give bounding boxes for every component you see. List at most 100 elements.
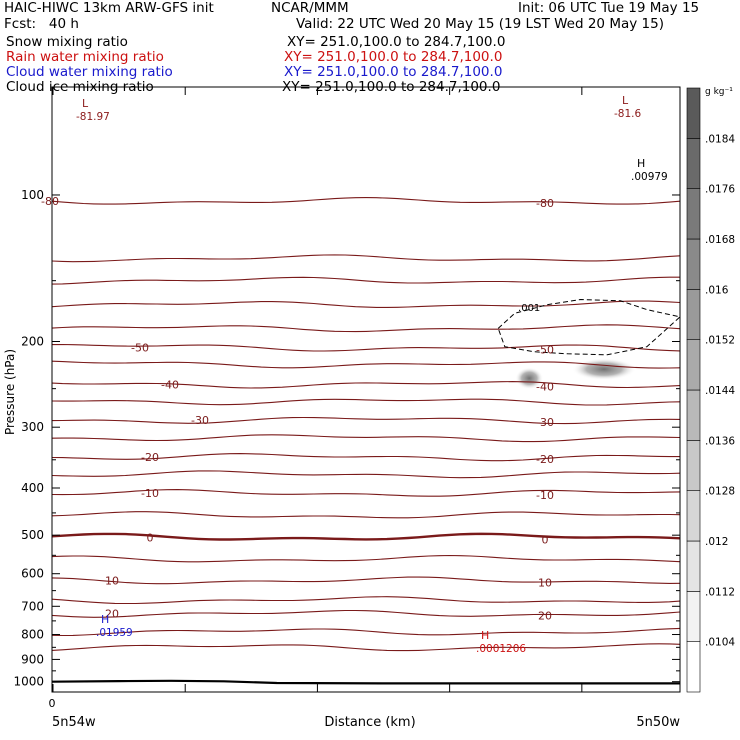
- contour-label: -10: [141, 487, 159, 500]
- contour--20: [51, 453, 680, 462]
- colorbar-tick-label: .0168: [705, 234, 735, 246]
- contour--40: [51, 381, 681, 389]
- contour--55: [51, 324, 681, 333]
- terrain-path: [51, 679, 680, 685]
- colorbar-swatch: [686, 289, 701, 340]
- contour-10: [51, 576, 681, 585]
- init-time: Init: 06 UTC Tue 19 May 15: [518, 0, 700, 16]
- colorbar-tick-label: .0136: [705, 435, 735, 447]
- contour-label: -20: [141, 451, 159, 464]
- colorbar-swatch: [686, 138, 701, 189]
- y-tick-label: 900: [21, 652, 44, 666]
- contour-label: -30: [191, 414, 209, 427]
- contour--35: [51, 398, 681, 406]
- colorbar-swatch: [686, 540, 701, 592]
- plot-frame: [51, 86, 681, 693]
- legend-snow-xy: XY= 251.0,100.0 to 284.7,100.0: [287, 34, 506, 50]
- y-tick-label: 800: [21, 628, 44, 642]
- colorbar-tick-label: .0152: [705, 335, 735, 347]
- contour-label: -20: [536, 453, 554, 466]
- contour--60: [51, 300, 681, 308]
- extremum-value: .00979: [631, 171, 668, 183]
- contour-label: -50: [536, 344, 554, 357]
- contour-label: -80: [41, 195, 59, 208]
- colorbar-tick-label: .016: [705, 284, 729, 296]
- contour-label: -80: [536, 197, 554, 210]
- colorbar-swatch: [686, 389, 701, 441]
- x-axis: 0: [49, 87, 583, 710]
- contour-label: 10: [538, 577, 552, 590]
- contour-15: [51, 596, 681, 605]
- snow-contour-line: [497, 298, 682, 356]
- contour-label: -40: [161, 378, 179, 391]
- y-tick-label: 600: [21, 567, 44, 581]
- contour--15: [51, 470, 681, 479]
- cloud-ice-shading-blob: [571, 358, 636, 381]
- extremum-value: .0001206: [476, 643, 526, 655]
- contour--45: [51, 360, 681, 369]
- colorbar-tick-label: .0104: [705, 637, 735, 649]
- extremum-marker: L: [622, 94, 629, 107]
- colorbar-swatch: [686, 339, 701, 391]
- x-axis-label: Distance (km): [324, 715, 415, 730]
- contour-30: [51, 643, 681, 652]
- cloud-ice-shading-blob: [515, 367, 544, 390]
- colorbar-tick-label: .0128: [705, 486, 735, 498]
- contour-label: -50: [131, 342, 149, 355]
- extremum-marker: H: [481, 629, 489, 642]
- colorbar: .0104 .0112 .012 .0128 .0136 .0144 .0152 .016 .0…: [686, 87, 735, 693]
- contour-0: [51, 532, 681, 541]
- extremum-value: -81.97: [76, 111, 110, 123]
- colorbar-tick-label: .0184: [705, 133, 735, 145]
- extremum-marker: L: [82, 97, 89, 110]
- extremum-value: -81.6: [614, 108, 641, 120]
- y-tick-label: 300: [21, 420, 44, 434]
- contour-5: [51, 554, 681, 563]
- colorbar-swatch: [686, 490, 701, 542]
- contour-label: -40: [536, 380, 554, 393]
- colorbar-swatch: [686, 87, 701, 139]
- legend-snow-label: Snow mixing ratio: [6, 34, 128, 50]
- contour--10: [51, 489, 681, 497]
- colorbar-tick-label: .0112: [705, 586, 735, 598]
- y-tick-label: 1000: [13, 675, 44, 689]
- contour-label: -10: [536, 489, 554, 502]
- colorbar-tick-label: .0144: [705, 385, 735, 397]
- contour--5: [51, 511, 681, 519]
- colorbar-unit: g kg⁻¹: [705, 87, 733, 97]
- legend-cloud-water-label: Cloud water mixing ratio: [6, 64, 173, 80]
- contour-label: 0: [542, 533, 549, 546]
- contour--50: [51, 343, 681, 352]
- contour--80: [51, 197, 681, 205]
- y-tick-label: 700: [21, 599, 44, 613]
- organization-label: NCAR/MMM: [271, 0, 349, 16]
- colorbar-swatch: [686, 440, 701, 491]
- snow-contour: [497, 298, 682, 356]
- extremum-marker: H: [101, 613, 109, 626]
- colorbar-tick-label: .0176: [705, 184, 735, 196]
- contour-label: 10: [105, 575, 119, 588]
- legend-cloud-water-xy: XY= 251.0,100.0 to 284.7,100.0: [284, 64, 503, 80]
- valid-time: Valid: 22 UTC Wed 20 May 15 (19 LST Wed …: [296, 16, 664, 32]
- terrain-line: [51, 679, 680, 685]
- y-tick-label: 500: [21, 528, 44, 542]
- forecast-hour: Fcst: 40 h: [4, 16, 79, 32]
- snow-contour-label: .001: [518, 303, 540, 314]
- colorbar-swatch: [686, 591, 701, 642]
- colorbar-swatch: [686, 188, 701, 240]
- contour-25: [51, 627, 681, 637]
- contour--30: [51, 416, 681, 425]
- contour-label: 20: [105, 608, 119, 621]
- y-axis-label: Pressure (hPa): [3, 349, 17, 435]
- y-tick-label: 100: [21, 188, 44, 202]
- x-start-label: 5n54w: [52, 715, 96, 730]
- colorbar-swatch: [686, 238, 701, 290]
- x-tick-label: 0: [49, 697, 56, 710]
- contour-20: [51, 609, 681, 618]
- y-tick-label: 200: [21, 334, 44, 348]
- contour-label: 20: [538, 610, 552, 623]
- extremum-marker: H: [637, 157, 645, 170]
- extremum-value: .01959: [96, 627, 133, 639]
- colorbar-swatch: [686, 641, 701, 693]
